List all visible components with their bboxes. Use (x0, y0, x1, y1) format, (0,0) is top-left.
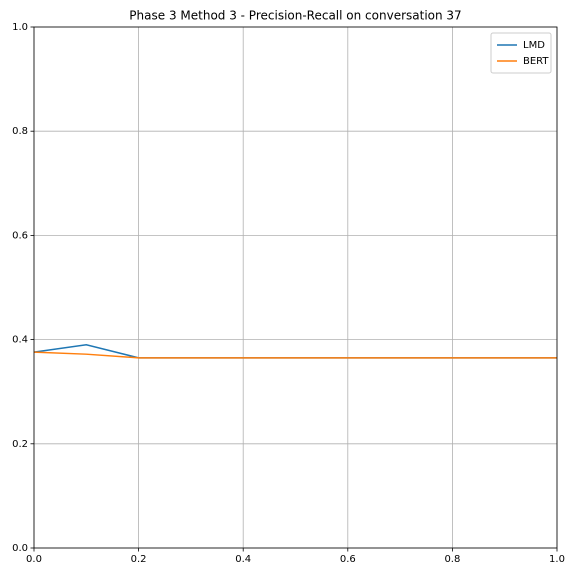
chart-title: Phase 3 Method 3 - Precision-Recall on c… (129, 9, 461, 23)
series-line (33, 351, 557, 359)
legend-label: LMD (523, 40, 545, 51)
x-tick-label: 0.4 (235, 554, 251, 565)
y-tick-label: 0.0 (12, 543, 28, 554)
x-tick-label: 0.8 (444, 554, 460, 565)
x-tick-label: 0.2 (131, 554, 147, 565)
x-tick-label: 0.0 (26, 554, 42, 565)
legend-label: BERT (523, 56, 549, 67)
plot-frame (33, 26, 558, 549)
y-tick-label: 0.6 (12, 230, 28, 241)
x-tick-label: 1.0 (549, 554, 565, 565)
x-tick-label: 0.6 (340, 554, 356, 565)
legend-box (490, 32, 552, 74)
y-tick-label: 1.0 (12, 22, 28, 33)
y-tick-label: 0.2 (12, 439, 28, 450)
y-tick-label: 0.8 (12, 126, 28, 137)
y-tick-label: 0.4 (12, 335, 28, 346)
